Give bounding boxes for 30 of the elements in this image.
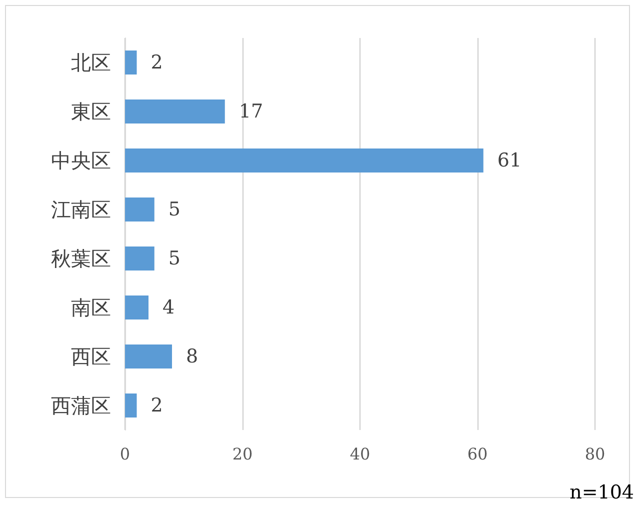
y-tick-label: 西区 (71, 344, 111, 368)
data-label: 5 (168, 198, 180, 220)
y-tick-label: 西蒲区 (51, 394, 111, 418)
y-tick-label: 北区 (71, 50, 111, 74)
y-tick-label: 江南区 (51, 198, 111, 222)
bar (125, 50, 137, 74)
data-label: 5 (168, 248, 180, 270)
x-tick-label: 0 (120, 444, 130, 464)
y-tick-label: 中央区 (51, 148, 111, 172)
bar (125, 198, 154, 222)
data-label: 2 (150, 52, 163, 74)
data-label: 4 (162, 296, 175, 318)
x-tick-label: 60 (467, 444, 488, 464)
x-tick-label: 80 (584, 444, 606, 464)
data-label: 2 (150, 394, 163, 416)
bar (125, 296, 148, 320)
y-tick-label: 東区 (71, 100, 111, 124)
data-label: 61 (497, 150, 522, 172)
bar (125, 246, 154, 270)
x-tick-label: 40 (350, 444, 370, 464)
x-tick-label: 20 (232, 444, 253, 464)
text: n=104 (570, 482, 634, 504)
y-tick-label: 南区 (71, 296, 111, 320)
bar (125, 394, 137, 418)
bar (125, 344, 172, 368)
y-tick-label: 秋葉区 (51, 246, 111, 270)
bar (125, 100, 225, 124)
bar (125, 148, 484, 172)
data-label: 8 (186, 346, 198, 368)
data-label: 17 (238, 100, 264, 122)
